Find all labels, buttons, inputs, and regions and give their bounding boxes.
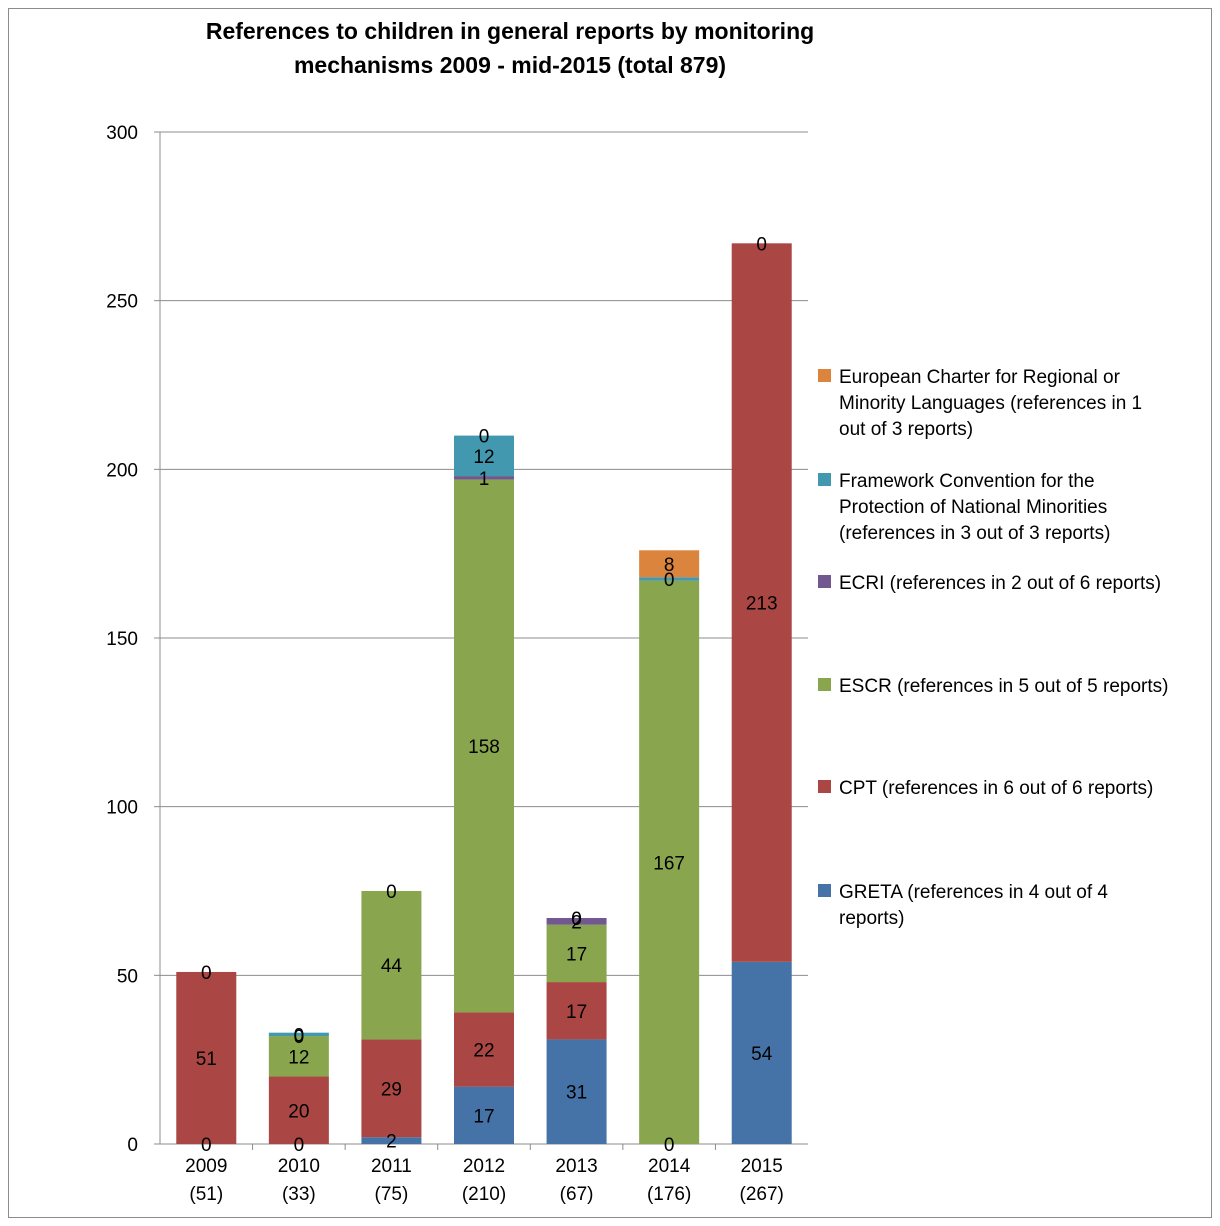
legend-label: (references in 3 out of 3 reports) (839, 523, 1110, 544)
bar-segment (268, 1036, 329, 1077)
data-label: 17 (566, 1002, 587, 1023)
y-tick-label: 100 (106, 798, 138, 819)
legend-swatch (818, 473, 831, 486)
data-label: 213 (746, 594, 778, 615)
data-label: 22 (473, 1041, 494, 1062)
data-label: 2 (386, 1132, 397, 1153)
data-label: 0 (756, 234, 767, 255)
data-label: 1 (479, 469, 490, 490)
bar-segment (176, 971, 237, 1144)
bar-segment (546, 917, 607, 925)
data-label: 0 (201, 963, 212, 984)
legend-swatch (818, 884, 831, 897)
x-tick-total-label: (267) (740, 1184, 784, 1205)
bar-segment (731, 961, 792, 1144)
legend-label: Framework Convention for the (839, 471, 1095, 492)
bar-segment (639, 577, 700, 581)
data-label: 29 (381, 1079, 402, 1100)
data-label: 0 (201, 1135, 212, 1156)
legend-label: European Charter for Regional or (839, 367, 1121, 388)
x-tick-label: 2009 (185, 1156, 227, 1177)
x-tick-total-label: (51) (189, 1184, 223, 1205)
x-tick-label: 2013 (555, 1156, 597, 1177)
data-label: 8 (664, 555, 675, 576)
data-label: 12 (288, 1047, 309, 1068)
y-tick-label: 250 (106, 292, 138, 313)
y-tick-label: 200 (106, 460, 138, 481)
bar-segment (454, 435, 514, 477)
x-tick-total-label: (210) (462, 1184, 506, 1205)
data-label: 0 (294, 1027, 305, 1048)
bar-segment (268, 1032, 329, 1037)
y-tick-label: 150 (106, 629, 138, 650)
bar-segment (639, 580, 700, 1144)
bar-segment (454, 1086, 514, 1144)
data-label: 31 (566, 1083, 587, 1104)
x-tick-total-label: (75) (375, 1184, 409, 1205)
data-label: 17 (566, 944, 587, 965)
y-tick-label: 0 (127, 1135, 138, 1156)
data-label: 20 (288, 1101, 309, 1122)
x-tick-label: 2015 (741, 1156, 783, 1177)
bar-segment (639, 550, 700, 578)
data-label: 54 (751, 1044, 773, 1065)
data-label: 44 (381, 956, 403, 977)
data-label: 0 (386, 882, 397, 903)
legend-swatch (818, 678, 831, 691)
legend-swatch (818, 575, 831, 588)
legend-label: GRETA (references in 4 out of 4 (839, 882, 1108, 903)
bar-segment (361, 1039, 422, 1138)
data-label: 0 (479, 427, 490, 448)
data-label: 0 (664, 570, 675, 591)
legend-label: ESCR (references in 5 out of 5 reports) (839, 676, 1168, 697)
legend-label: reports) (839, 908, 904, 929)
bar-segment (454, 1012, 514, 1087)
x-tick-total-label: (33) (282, 1184, 316, 1205)
data-label: 0 (571, 909, 582, 930)
data-label: 0 (664, 1135, 675, 1156)
chart-title: References to children in general report… (205, 18, 815, 78)
y-tick-label: 50 (117, 966, 138, 987)
bar-segment (731, 243, 792, 962)
legend-label: Protection of National Minorities (839, 497, 1107, 518)
data-label: 0 (294, 1025, 305, 1046)
legend-label: out of 3 reports) (839, 419, 973, 440)
y-tick-label: 300 (106, 123, 138, 144)
legend-label: ECRI (references in 2 out of 6 reports) (839, 573, 1161, 594)
bar-segment (546, 982, 607, 1040)
x-tick-label: 2012 (463, 1156, 505, 1177)
bar-segment (454, 479, 514, 1013)
x-tick-label: 2014 (648, 1156, 691, 1177)
legend-swatch (818, 780, 831, 793)
data-label: 51 (196, 1049, 217, 1070)
bar-segment (546, 1039, 607, 1144)
legend-swatch (818, 369, 831, 382)
bar-segment (546, 924, 607, 983)
data-label: 17 (473, 1106, 494, 1127)
bar-segment (361, 891, 422, 1040)
data-label: 0 (294, 1135, 305, 1156)
legend-label: CPT (references in 6 out of 6 reports) (839, 778, 1153, 799)
bar-segment (361, 1137, 422, 1144)
bar-segment (454, 476, 514, 480)
bar-segment (268, 1076, 329, 1144)
data-label: 2 (571, 912, 582, 933)
data-label: 12 (473, 447, 494, 468)
x-tick-label: 2010 (278, 1156, 320, 1177)
x-tick-total-label: (176) (647, 1184, 691, 1205)
data-label: 167 (653, 853, 685, 874)
x-tick-label: 2011 (371, 1156, 412, 1177)
x-tick-total-label: (67) (560, 1184, 594, 1205)
data-label: 158 (468, 737, 500, 758)
legend-label: Minority Languages (references in 1 (839, 393, 1142, 414)
